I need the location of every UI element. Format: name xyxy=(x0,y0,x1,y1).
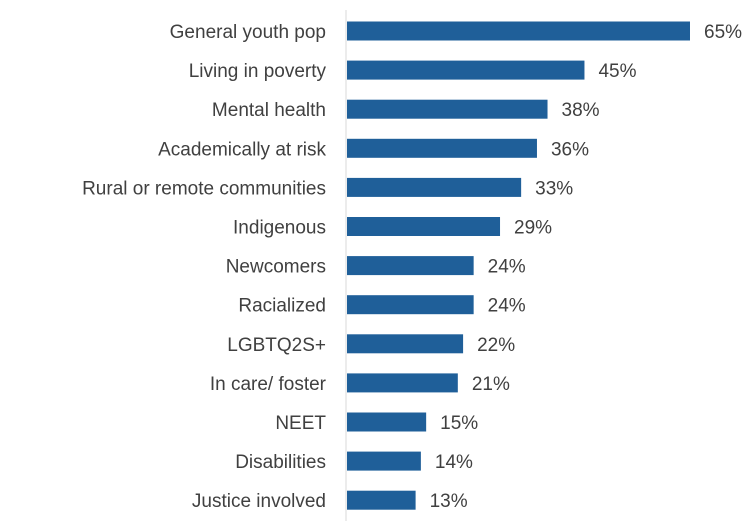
category-label: Newcomers xyxy=(226,257,326,278)
data-label: 29% xyxy=(514,218,552,239)
category-label: Living in poverty xyxy=(189,61,327,82)
category-label: Mental health xyxy=(212,100,326,121)
bar xyxy=(347,334,463,353)
data-label: 24% xyxy=(488,257,526,278)
bar xyxy=(347,61,584,80)
category-label: Racialized xyxy=(238,296,326,317)
data-label: 21% xyxy=(472,374,510,395)
bar xyxy=(347,295,474,314)
category-label: NEET xyxy=(275,413,326,434)
bar xyxy=(347,373,458,392)
data-label: 45% xyxy=(598,61,636,82)
category-label: In care/ foster xyxy=(210,374,327,395)
data-label: 13% xyxy=(430,491,468,512)
data-label: 24% xyxy=(488,296,526,317)
data-label: 22% xyxy=(477,335,515,356)
category-label: Indigenous xyxy=(233,218,326,239)
category-label: Justice involved xyxy=(192,491,326,512)
bar xyxy=(347,217,500,236)
category-label: General youth pop xyxy=(170,22,326,43)
bar xyxy=(347,491,416,510)
bar xyxy=(347,452,421,471)
category-label: Rural or remote communities xyxy=(82,178,326,199)
data-label: 33% xyxy=(535,178,573,199)
bar xyxy=(347,100,548,119)
data-label: 36% xyxy=(551,139,589,160)
bar xyxy=(347,139,537,158)
category-label: LGBTQ2S+ xyxy=(227,335,326,356)
category-label: Disabilities xyxy=(235,452,326,473)
bar xyxy=(347,413,426,432)
bar xyxy=(347,256,474,275)
data-label: 15% xyxy=(440,413,478,434)
category-label: Academically at risk xyxy=(158,139,326,160)
data-label: 38% xyxy=(562,100,600,121)
data-label: 65% xyxy=(704,22,742,43)
data-label: 14% xyxy=(435,452,473,473)
bar xyxy=(347,22,690,41)
bar xyxy=(347,178,521,197)
